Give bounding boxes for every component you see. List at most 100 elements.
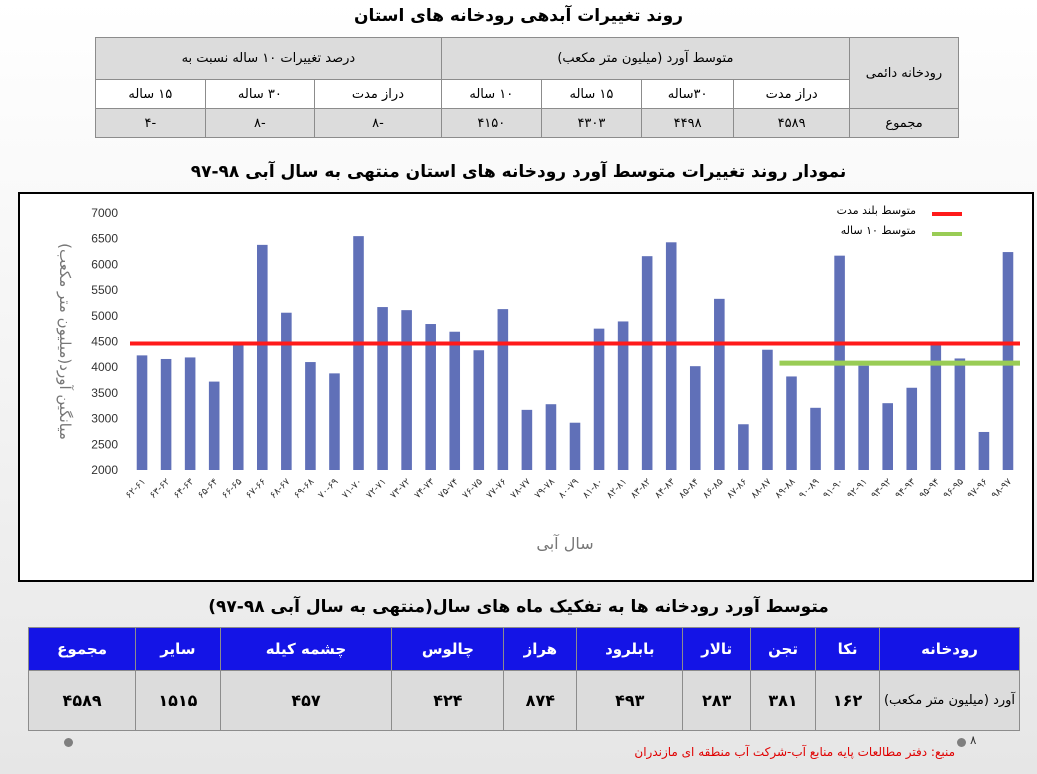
x-tick-label: ۸۵-۸۴: [677, 476, 702, 501]
header-cell: نکا: [815, 627, 880, 671]
x-tick-label: ۷۸-۷۷: [508, 476, 533, 501]
x-tick-label: ۸۹-۸۸: [773, 476, 798, 501]
x-tick-label: ۶۴-۶۳: [172, 476, 197, 501]
avg-col-header: ۱۵ ساله: [540, 79, 642, 109]
header-cell: چشمه کیله: [219, 627, 393, 671]
bar: [930, 343, 942, 470]
avg-col-header: ۱۰ ساله: [440, 79, 542, 109]
bar: [641, 256, 653, 470]
bar: [377, 307, 388, 470]
value-cell: ۱۵۱۵: [135, 670, 221, 731]
bar: [136, 355, 148, 470]
bar: [184, 357, 196, 470]
bar: [593, 328, 605, 470]
avg-col-header: دراز مدت: [733, 79, 850, 109]
river-header: رودخانه دائمی: [849, 37, 959, 109]
header-cell: تالار: [682, 627, 751, 671]
bar: [353, 236, 364, 470]
header-cell: سایر: [135, 627, 221, 671]
avg-col-header: ۳۰ساله: [640, 79, 735, 109]
row-label: آورد (میلیون متر مکعب): [879, 670, 1020, 731]
pct-col-header: ۱۵ ساله: [95, 79, 206, 109]
x-tick-label: ۹۸-۹۷: [989, 476, 1014, 501]
x-tick-label: ۹۵-۹۴: [917, 476, 942, 501]
chart-panel: 2000 2500 3000 3500 4000 4500 5000 5500 6000 6500…: [18, 192, 1034, 582]
avg-value: ۴۵۸۹: [733, 108, 850, 138]
pct-group-header: درصد تغییرات ۱۰ ساله نسبت به: [95, 37, 442, 80]
bar: [762, 349, 773, 470]
pct-value: -۴: [95, 108, 206, 138]
x-tick-label: ۹۳-۹۲: [869, 476, 894, 501]
bullet-dot: [957, 738, 966, 747]
value-cell: ۸۷۴: [503, 670, 578, 731]
bar: [978, 431, 990, 470]
monthly-table: رودخانه نکا تجن تالار بابلرود هراز چالوس…: [27, 627, 1020, 731]
bar: [449, 331, 461, 470]
y-tick-label: 5000: [91, 309, 118, 323]
bar: [714, 298, 725, 470]
x-tick-label: ۸۸-۸۷: [749, 476, 774, 501]
value-cell: ۳۸۱: [749, 670, 817, 731]
bar: [689, 366, 701, 470]
x-tick-label: ۹۰-۸۹: [797, 476, 822, 501]
bar: [232, 343, 244, 470]
x-tick-label: ۶۳-۶۲: [148, 476, 173, 501]
bar: [810, 407, 821, 470]
source-note: منبع: دفتر مطالعات پایه منابع آب-شرکت آب…: [634, 745, 955, 759]
legend-label: متوسط بلند مدت: [837, 204, 916, 217]
bar-chart: 2000 2500 3000 3500 4000 4500 5000 5500 6000 6500…: [56, 204, 1020, 553]
x-tick-label: ۸۰-۷۹: [556, 476, 581, 501]
bar: [545, 404, 557, 470]
bar: [521, 409, 533, 470]
bar: [257, 244, 268, 470]
avg-value: ۴۳۰۳: [540, 108, 642, 138]
x-tick-label: ۸۲-۸۱: [605, 476, 630, 501]
x-tick-label: ۶۷-۶۶: [244, 476, 269, 501]
header-cell: تجن: [749, 627, 817, 671]
bar: [569, 422, 581, 470]
value-cell: ۲۸۳: [682, 670, 751, 731]
x-tick-label: ۹۶-۹۵: [941, 476, 966, 501]
bar: [473, 350, 485, 470]
x-tick-label: ۷۶-۷۵: [460, 476, 485, 501]
x-tick-label: ۷۳-۷۲: [388, 476, 413, 501]
bar: [281, 312, 292, 470]
y-tick-label: 7000: [91, 206, 118, 220]
y-tick-label: 5500: [91, 283, 118, 297]
main-title: روند تغییرات آبدهی رودخانه های استان: [353, 6, 684, 26]
header-cell: بابلرود: [576, 627, 684, 671]
value-cell: ۴۲۴: [391, 670, 505, 731]
x-tick-label: ۹۴-۹۳: [893, 476, 918, 501]
bar: [617, 321, 629, 470]
x-tick-label: ۶۵-۶۴: [196, 476, 221, 501]
bar: [906, 387, 918, 470]
x-tick-label: ۸۳-۸۲: [629, 476, 654, 501]
chart-title: نمودار روند تغییرات متوسط آورد رودخانه ه…: [190, 162, 847, 182]
row-label: مجموع: [849, 108, 959, 138]
x-axis-label: سال آبی: [536, 534, 593, 553]
header-cell: چالوس: [391, 627, 505, 671]
pct-value: -۸: [314, 108, 442, 138]
value-cell: ۱۶۲: [815, 670, 880, 731]
y-tick-label: 3000: [91, 412, 118, 426]
bar: [858, 365, 869, 470]
monthly-title: متوسط آورد رودخانه ها به تفکیک ماه های س…: [208, 597, 829, 617]
x-tick-label: ۷۹-۷۸: [532, 476, 557, 501]
legend-label: متوسط ۱۰ ساله: [841, 224, 916, 237]
avg-value: ۴۴۹۸: [640, 108, 735, 138]
y-tick-label: 6500: [91, 232, 118, 246]
header-cell: هراز: [503, 627, 578, 671]
value-cell: ۴۹۳: [576, 670, 684, 731]
x-tick-label: ۷۰-۶۹: [316, 476, 341, 501]
x-tick-label: ۶۸-۶۷: [268, 476, 293, 501]
y-tick-label: 3500: [91, 386, 118, 400]
x-tick-label: ۹۷-۹۶: [965, 476, 990, 501]
x-tick-label: ۷۲-۷۱: [364, 476, 389, 501]
bar: [401, 310, 412, 470]
bar: [882, 403, 893, 470]
bar: [208, 381, 220, 470]
pct-value: -۸: [204, 108, 316, 138]
bar: [425, 324, 436, 470]
bar: [305, 362, 316, 470]
bar: [160, 358, 172, 470]
